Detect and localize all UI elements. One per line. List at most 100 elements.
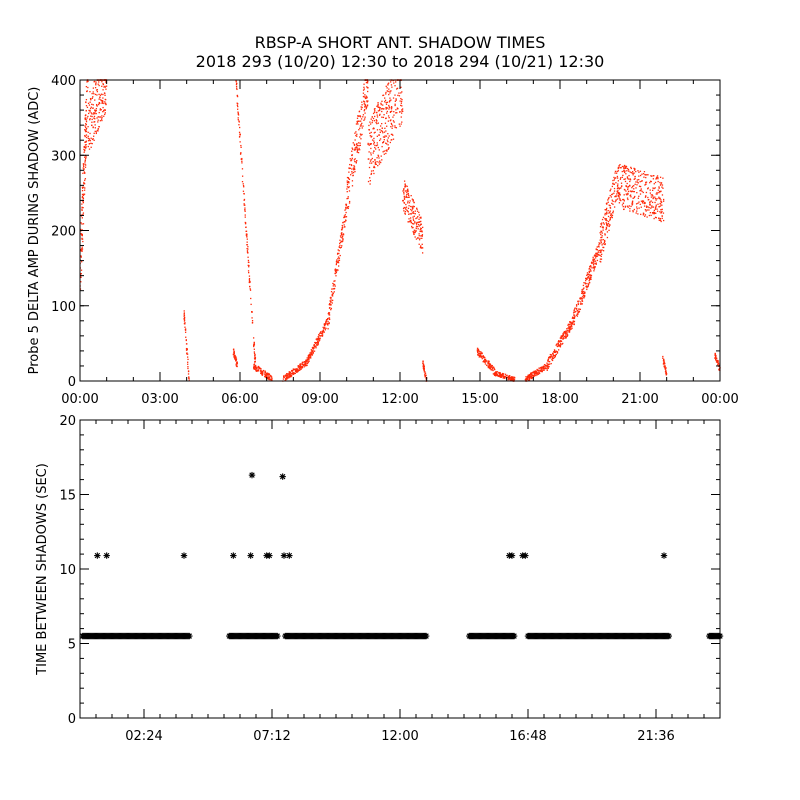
data-point bbox=[538, 367, 540, 369]
data-point bbox=[183, 316, 186, 319]
data-point bbox=[185, 339, 187, 342]
data-point bbox=[359, 149, 361, 151]
data-point bbox=[573, 321, 575, 323]
data-point bbox=[298, 365, 300, 367]
data-point bbox=[661, 210, 663, 213]
data-point bbox=[487, 362, 490, 364]
data-point bbox=[588, 274, 591, 276]
data-point bbox=[651, 205, 653, 207]
data-point bbox=[597, 245, 599, 248]
data-point bbox=[334, 285, 336, 287]
x-tick-label: 15:00 bbox=[461, 392, 498, 407]
data-point bbox=[582, 294, 585, 297]
data-point bbox=[82, 200, 84, 203]
data-point bbox=[560, 339, 562, 342]
data-point bbox=[88, 104, 91, 106]
data-point bbox=[304, 364, 306, 366]
data-point bbox=[391, 127, 393, 129]
data-point bbox=[245, 230, 248, 232]
data-point bbox=[90, 99, 92, 101]
data-point bbox=[360, 118, 363, 120]
data-point bbox=[337, 249, 339, 251]
data-point bbox=[253, 348, 255, 350]
data-point bbox=[413, 223, 415, 225]
data-point bbox=[286, 552, 293, 559]
data-point bbox=[246, 247, 248, 250]
data-point bbox=[531, 374, 533, 376]
data-point bbox=[642, 191, 644, 194]
data-point bbox=[554, 354, 557, 356]
data-point bbox=[398, 95, 401, 97]
data-point bbox=[418, 239, 421, 241]
data-point bbox=[90, 112, 93, 114]
data-point bbox=[658, 196, 660, 198]
data-point bbox=[94, 121, 96, 123]
data-point bbox=[567, 327, 569, 329]
data-point bbox=[351, 172, 353, 174]
data-point bbox=[564, 335, 566, 338]
data-point bbox=[611, 185, 614, 188]
data-point bbox=[625, 190, 627, 192]
data-point bbox=[235, 360, 237, 362]
data-point bbox=[495, 373, 498, 375]
data-point bbox=[241, 162, 243, 164]
data-point bbox=[264, 370, 266, 372]
data-point bbox=[376, 135, 378, 137]
data-point bbox=[629, 190, 632, 192]
data-point bbox=[572, 316, 574, 318]
data-point bbox=[636, 208, 638, 210]
data-point bbox=[383, 131, 386, 133]
data-point bbox=[601, 249, 603, 251]
data-point bbox=[356, 147, 358, 149]
data-point bbox=[373, 120, 376, 122]
data-point bbox=[418, 218, 420, 220]
data-point bbox=[510, 379, 512, 381]
data-point bbox=[413, 215, 415, 217]
data-point bbox=[257, 365, 260, 368]
data-point bbox=[602, 250, 605, 252]
data-point bbox=[105, 98, 107, 101]
data-point bbox=[658, 186, 660, 188]
data-point bbox=[647, 174, 649, 176]
data-point bbox=[382, 94, 385, 96]
data-point bbox=[661, 184, 664, 186]
data-point bbox=[656, 193, 658, 195]
data-point bbox=[557, 345, 559, 347]
data-point bbox=[94, 127, 96, 129]
data-point bbox=[622, 198, 624, 201]
data-point bbox=[313, 350, 316, 352]
data-point bbox=[559, 344, 561, 346]
data-point bbox=[659, 184, 662, 186]
data-point bbox=[587, 285, 589, 287]
data-point bbox=[84, 129, 86, 131]
data-point bbox=[424, 373, 426, 375]
data-point bbox=[387, 120, 390, 122]
data-point bbox=[282, 375, 285, 378]
data-point bbox=[301, 361, 304, 364]
data-point bbox=[613, 192, 615, 194]
data-point bbox=[660, 183, 662, 185]
data-point bbox=[601, 236, 603, 239]
data-point bbox=[663, 365, 665, 367]
data-point bbox=[566, 335, 569, 337]
data-point bbox=[236, 95, 238, 97]
data-point bbox=[81, 238, 84, 240]
data-point bbox=[663, 358, 665, 361]
data-point bbox=[98, 84, 100, 87]
data-point bbox=[386, 110, 389, 113]
data-point bbox=[239, 126, 241, 129]
data-point bbox=[415, 223, 418, 225]
data-point bbox=[319, 339, 321, 341]
data-point bbox=[564, 331, 566, 334]
data-point bbox=[285, 376, 288, 379]
data-point bbox=[188, 378, 190, 380]
data-point bbox=[500, 373, 502, 376]
data-point bbox=[264, 371, 267, 374]
data-point bbox=[377, 106, 379, 108]
data-point bbox=[321, 330, 323, 332]
data-point bbox=[346, 207, 348, 209]
data-point bbox=[378, 149, 380, 151]
data-point bbox=[411, 222, 414, 225]
data-point bbox=[243, 193, 245, 195]
data-point bbox=[592, 260, 595, 262]
